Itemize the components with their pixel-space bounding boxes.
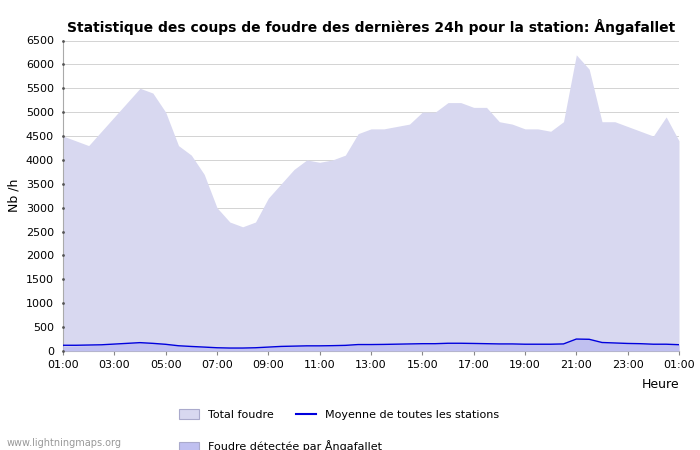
Legend: Foudre détectée par Ångafallet: Foudre détectée par Ångafallet [179,441,382,450]
Text: www.lightningmaps.org: www.lightningmaps.org [7,438,122,448]
Title: Statistique des coups de foudre des dernières 24h pour la station: Ångafallet: Statistique des coups de foudre des dern… [67,19,675,35]
Y-axis label: Nb /h: Nb /h [7,179,20,212]
Text: Heure: Heure [641,378,679,392]
